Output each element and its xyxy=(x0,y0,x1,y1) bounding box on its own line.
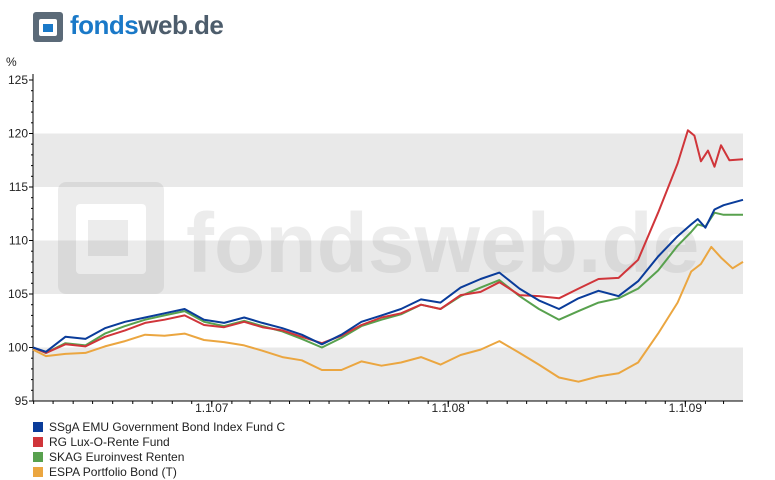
watermark-text: fondsweb.de xyxy=(186,196,699,290)
legend-item: SSgA EMU Government Bond Index Fund C xyxy=(33,419,285,434)
x-tick-label: 1.1.09 xyxy=(669,401,703,415)
series-lines xyxy=(32,129,744,383)
legend-item: ESPA Portfolio Bond (T) xyxy=(33,464,285,479)
series-line xyxy=(32,129,744,354)
legend-label: ESPA Portfolio Bond (T) xyxy=(49,464,177,479)
grid-band xyxy=(33,347,743,401)
y-tick-label: 115 xyxy=(9,180,28,194)
y-axis-unit: % xyxy=(6,55,17,69)
legend-label: RG Lux-O-Rente Fund xyxy=(49,434,170,449)
legend: SSgA EMU Government Bond Index Fund C RG … xyxy=(33,419,285,479)
fondsweb-logo[interactable]: fondsweb.de xyxy=(33,10,224,44)
grid-bands xyxy=(33,133,743,401)
x-tick-label: 1.1.07 xyxy=(195,401,229,415)
logo-text: fondsweb.de xyxy=(70,10,224,40)
legend-item: RG Lux-O-Rente Fund xyxy=(33,434,285,449)
legend-swatch xyxy=(33,451,43,462)
logo-icon xyxy=(33,12,63,42)
series-line xyxy=(32,198,744,353)
legend-label: SKAG Euroinvest Renten xyxy=(49,449,185,464)
watermark-mark-square xyxy=(88,220,128,256)
watermark-mark-inner xyxy=(76,204,146,274)
grid-band xyxy=(33,240,743,294)
y-tick-label: 120 xyxy=(8,127,28,141)
watermark-mark xyxy=(58,182,164,294)
legend-swatch xyxy=(33,421,43,432)
y-tick-label: 95 xyxy=(15,394,29,408)
y-tick-label: 105 xyxy=(8,287,28,301)
axes: % 95 100 105 110 115 120 125 1.1.07 1.1.08 1.1.09 xyxy=(6,55,743,415)
y-tick-label: 110 xyxy=(9,234,28,248)
grid-band xyxy=(33,133,743,187)
legend-label: SSgA EMU Government Bond Index Fund C xyxy=(49,419,286,434)
y-tick-label: 125 xyxy=(8,73,28,87)
legend-swatch xyxy=(33,466,43,477)
series-line xyxy=(32,245,744,383)
watermark: fondsweb.de xyxy=(58,182,699,294)
y-tick-label: 100 xyxy=(8,341,28,355)
x-tick-label: 1.1.08 xyxy=(432,401,466,415)
legend-item: SKAG Euroinvest Renten xyxy=(33,449,285,464)
legend-swatch xyxy=(33,436,43,447)
